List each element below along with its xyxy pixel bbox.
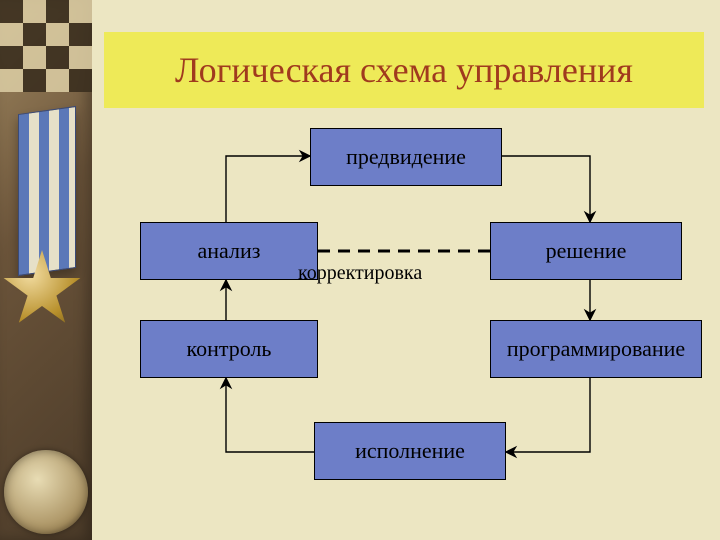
node-programmirovanie: программирование	[490, 320, 702, 378]
slide-stage: Логическая схема управления предвидение р…	[0, 0, 720, 540]
node-label-predvidenie: предвидение	[346, 144, 466, 170]
node-kontrol: контроль	[140, 320, 318, 378]
node-ispolnenie: исполнение	[314, 422, 506, 480]
center-label-korrektirovka: корректировка	[298, 262, 422, 285]
chessboard-decor	[0, 0, 92, 92]
node-label-analiz: анализ	[198, 238, 261, 264]
ribbon-decor	[18, 106, 76, 276]
left-photo-strip	[0, 0, 92, 540]
node-label-programmirovanie: программирование	[507, 336, 685, 362]
node-label-reshenie: решение	[546, 238, 627, 264]
node-predvidenie: предвидение	[310, 128, 502, 186]
title-band: Логическая схема управления	[104, 32, 704, 108]
page-title: Логическая схема управления	[175, 49, 633, 91]
node-label-kontrol: контроль	[187, 336, 272, 362]
node-label-ispolnenie: исполнение	[355, 438, 465, 464]
diagram-area: Логическая схема управления предвидение р…	[92, 0, 720, 540]
compass-decor	[4, 450, 88, 534]
node-reshenie: решение	[490, 222, 682, 280]
node-analiz: анализ	[140, 222, 318, 280]
